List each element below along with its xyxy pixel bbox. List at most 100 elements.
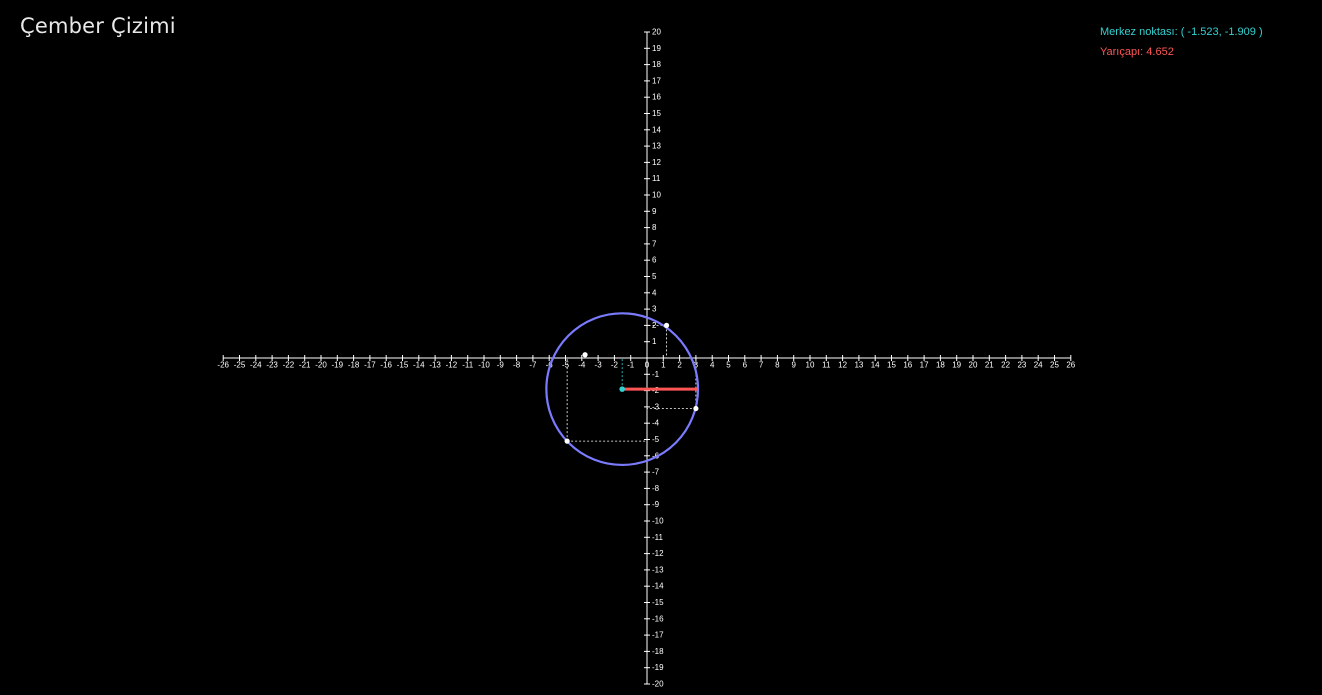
x-tick-label: 0 bbox=[645, 361, 650, 370]
x-tick-label: -1 bbox=[627, 361, 635, 370]
x-tick-label: -23 bbox=[266, 361, 278, 370]
y-tick-label: -12 bbox=[652, 549, 664, 558]
x-tick-label: 12 bbox=[838, 361, 847, 370]
x-tick-label: -11 bbox=[462, 361, 474, 370]
center-point bbox=[619, 386, 625, 392]
y-tick-label: -7 bbox=[652, 468, 660, 477]
x-tick-label: -15 bbox=[397, 361, 409, 370]
x-tick-label: -2 bbox=[611, 361, 619, 370]
center-value: ( -1.523, -1.909 ) bbox=[1180, 26, 1263, 38]
y-tick-label: 9 bbox=[652, 207, 657, 216]
x-tick-label: -7 bbox=[529, 361, 537, 370]
x-tick-label: -21 bbox=[299, 361, 311, 370]
y-tick-label: -3 bbox=[652, 402, 660, 411]
x-tick-label: -19 bbox=[332, 361, 344, 370]
x-tick-label: 6 bbox=[743, 361, 748, 370]
y-tick-label: -18 bbox=[652, 647, 664, 656]
radius-value: 4.652 bbox=[1146, 46, 1174, 58]
x-tick-label: -20 bbox=[315, 361, 327, 370]
center-label: Merkez noktası: bbox=[1100, 26, 1178, 38]
x-tick-label: -22 bbox=[283, 361, 295, 370]
x-tick-label: -17 bbox=[364, 361, 376, 370]
x-tick-label: 2 bbox=[677, 361, 682, 370]
control-point[interactable] bbox=[564, 438, 570, 444]
x-tick-label: 19 bbox=[952, 361, 961, 370]
y-tick-label: 8 bbox=[652, 223, 657, 232]
circle-shape bbox=[545, 312, 700, 467]
control-point[interactable] bbox=[582, 352, 588, 358]
x-tick-label: -12 bbox=[446, 361, 458, 370]
x-tick-label: -10 bbox=[478, 361, 490, 370]
x-tick-label: 23 bbox=[1017, 361, 1026, 370]
y-tick-label: -1 bbox=[652, 370, 660, 379]
y-tick-label: -11 bbox=[652, 533, 664, 542]
circle-outline bbox=[545, 312, 700, 467]
y-tick-label: -17 bbox=[652, 631, 664, 640]
x-tick-label: 10 bbox=[806, 361, 815, 370]
y-tick-label: -8 bbox=[652, 484, 660, 493]
x-tick-label: 5 bbox=[726, 361, 731, 370]
y-tick-label: 10 bbox=[652, 191, 661, 200]
x-tick-label: -3 bbox=[595, 361, 603, 370]
axis-ticks: -26 -25 -24 -23 -22 -21 -20 -19 -18 -17 -16 -15 -14-… bbox=[217, 28, 1075, 689]
y-tick-label: 13 bbox=[652, 142, 661, 151]
control-points[interactable] bbox=[564, 322, 699, 444]
x-tick-label: -4 bbox=[578, 361, 586, 370]
x-tick-label: 22 bbox=[1001, 361, 1010, 370]
y-tick-label: 20 bbox=[652, 28, 661, 37]
x-tick-label: 21 bbox=[985, 361, 994, 370]
y-tick-label: 11 bbox=[652, 174, 661, 183]
y-tick-label: 15 bbox=[652, 109, 661, 118]
x-tick-label: 3 bbox=[694, 361, 699, 370]
x-tick-label: 18 bbox=[936, 361, 945, 370]
x-tick-label: -9 bbox=[497, 361, 505, 370]
x-tick-label: 25 bbox=[1050, 361, 1059, 370]
guide-lines bbox=[566, 324, 697, 442]
radius-info: Yarıçapı: 4.652 bbox=[1100, 42, 1263, 62]
x-tick-label: 16 bbox=[903, 361, 912, 370]
x-tick-label: 1 bbox=[661, 361, 666, 370]
y-tick-label: -20 bbox=[652, 680, 664, 689]
y-tick-label: 1 bbox=[652, 337, 657, 346]
x-tick-label: -24 bbox=[250, 361, 262, 370]
x-tick-label: 8 bbox=[775, 361, 780, 370]
x-tick-label: 17 bbox=[920, 361, 929, 370]
x-tick-label: 20 bbox=[969, 361, 978, 370]
x-tick-label: -26 bbox=[217, 361, 229, 370]
center-info: Merkez noktası: ( -1.523, -1.909 ) bbox=[1100, 22, 1263, 42]
x-tick-label: 13 bbox=[854, 361, 863, 370]
x-tick-label: 26 bbox=[1066, 361, 1075, 370]
x-tick-label: 11 bbox=[822, 361, 831, 370]
y-tick-label: 4 bbox=[652, 288, 657, 297]
x-tick-label: -16 bbox=[380, 361, 392, 370]
x-tick-label: -18 bbox=[348, 361, 360, 370]
y-tick-label: -4 bbox=[652, 419, 660, 428]
x-tick-label: -8 bbox=[513, 361, 521, 370]
y-tick-label: -10 bbox=[652, 517, 664, 526]
control-point[interactable] bbox=[663, 322, 670, 328]
x-tick-label: 14 bbox=[871, 361, 880, 370]
y-tick-label: -19 bbox=[652, 663, 664, 672]
y-tick-label: 3 bbox=[652, 305, 657, 314]
y-tick-label: -16 bbox=[652, 614, 664, 623]
y-tick-label: 19 bbox=[652, 44, 661, 53]
y-tick-label: -15 bbox=[652, 598, 664, 607]
x-tick-label: -14 bbox=[413, 361, 425, 370]
y-tick-label: 6 bbox=[652, 256, 657, 265]
x-tick-label: -13 bbox=[429, 361, 441, 370]
y-tick-label: -13 bbox=[652, 565, 664, 574]
y-tick-label: 14 bbox=[652, 125, 661, 134]
x-tick-label: -25 bbox=[234, 361, 246, 370]
y-tick-label: 7 bbox=[652, 239, 657, 248]
y-tick-label: -6 bbox=[652, 451, 660, 460]
y-tick-label: -5 bbox=[652, 435, 660, 444]
y-tick-label: 16 bbox=[652, 93, 661, 102]
radius-label: Yarıçapı: bbox=[1100, 46, 1144, 58]
y-tick-label: -9 bbox=[652, 500, 660, 509]
x-tick-label: 15 bbox=[887, 361, 896, 370]
control-point[interactable] bbox=[693, 405, 699, 412]
y-tick-label: 12 bbox=[652, 158, 661, 167]
y-tick-label: 5 bbox=[652, 272, 657, 281]
